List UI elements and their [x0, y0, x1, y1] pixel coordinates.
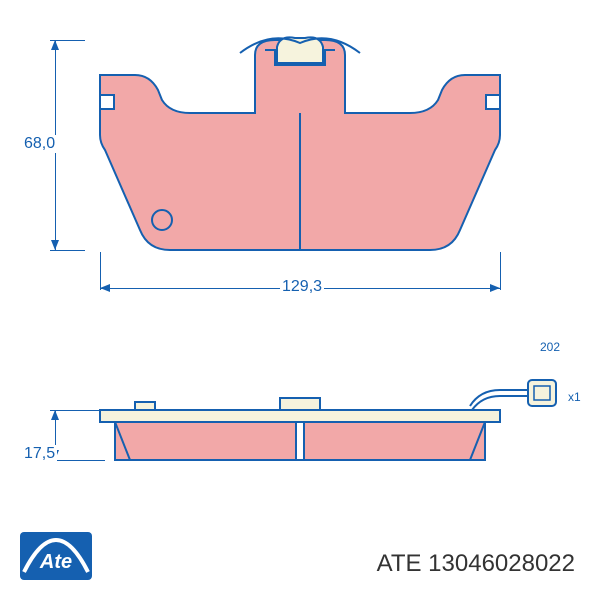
svg-text:Ate: Ate [39, 551, 72, 573]
quantity-label: x1 [568, 390, 581, 404]
dim-thickness-label: 17,5 [22, 445, 57, 463]
brand-text: ATE [377, 550, 422, 577]
brand-logo: Ate [20, 532, 92, 580]
connector-label: 202 [540, 340, 560, 354]
dim-width-label: 129,3 [280, 278, 324, 296]
dim-height-label: 68,0 [22, 135, 57, 153]
part-number-line: ATE 13046028022 [377, 550, 575, 578]
brake-pad-side-view [80, 350, 560, 470]
brake-pad-front-view [80, 35, 520, 270]
part-number-text: 13046028022 [428, 550, 575, 577]
technical-drawing-canvas: 68,0 129,3 202 x1 17,5 Ate [0, 0, 600, 600]
